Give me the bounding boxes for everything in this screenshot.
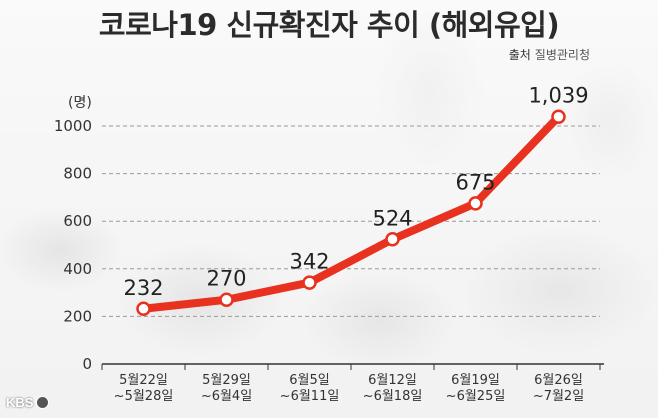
y-tick-label: 0: [82, 355, 92, 373]
x-tick-label: 5월29일 ~6월4일: [201, 373, 252, 404]
data-label: 524: [372, 206, 412, 230]
y-tick-label: 400: [63, 260, 92, 278]
y-tick-label: 1000: [54, 117, 92, 135]
data-point: [468, 196, 483, 211]
x-tick-label: 6월26일 ~7월2일: [533, 373, 584, 404]
x-tick-label: 6월5일 ~6월11일: [280, 373, 340, 404]
data-point: [385, 232, 400, 247]
y-axis-unit-label: (명): [68, 95, 92, 111]
data-label: 1,039: [528, 84, 588, 108]
y-tick-label: 800: [63, 165, 92, 183]
chart-title: 코로나19 신규확진자 추이 (해외유입): [98, 8, 560, 42]
data-label: 675: [455, 170, 495, 194]
data-label: 270: [206, 267, 246, 291]
kbs-logo-text: KBS: [6, 395, 34, 410]
source-note: 출처 질병관리청: [509, 46, 590, 63]
data-point: [136, 301, 151, 317]
data-label: 342: [289, 250, 329, 274]
kbs-logo: KBS: [6, 395, 50, 410]
data-label: 232: [123, 276, 163, 300]
series-line: [139, 112, 563, 313]
data-point: [551, 109, 566, 124]
y-tick-label: 600: [63, 212, 92, 230]
x-tick-label: 6월19일 ~6월25일: [446, 373, 506, 404]
data-point: [302, 275, 317, 290]
source-label: 출처: [508, 48, 531, 62]
x-tick-label: 6월12일 ~6월18일: [363, 373, 423, 404]
data-point: [219, 292, 234, 307]
y-tick-label: 200: [63, 307, 92, 325]
kbs-logo-mark: [36, 396, 50, 409]
source-name: 질병관리청: [534, 48, 590, 62]
x-tick-label: 5월22일 ~5월28일: [114, 373, 174, 404]
